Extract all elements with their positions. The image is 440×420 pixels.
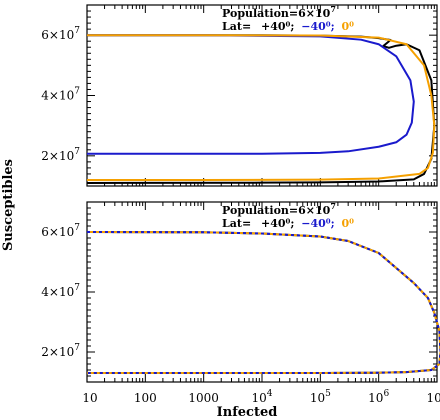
bottom-series-line-1 [86, 231, 440, 374]
top-panel-series [86, 34, 436, 184]
bottom-xtick-label: 10 [82, 391, 97, 405]
bottom-panel-ytick-labels: 2×107 4×107 6×107 [41, 223, 80, 359]
bottom-panel-series [86, 231, 440, 374]
bottom-ytick-label: 6×107 [41, 223, 80, 239]
bottom-ytick-label: 4×107 [41, 283, 80, 299]
bottom-panel: 2×107 4×107 6×107 10 100 1000 104 105 106 107 Po… [41, 201, 440, 405]
bottom-xtick-label: 100 [134, 391, 157, 405]
top-panel-ytick-labels: 2×107 4×107 6×107 [41, 26, 80, 163]
bottom-panel-annotation: Population=6×107 Lat= +40⁰; −40⁰; 0⁰ [222, 201, 354, 230]
bottom-xtick-label: 107 [426, 389, 440, 405]
bottom-ytick-label: 2×107 [41, 343, 80, 359]
bottom-xtick-label: 105 [310, 389, 331, 405]
top-panel-annotation: Population=6×107 Lat= +40⁰; −40⁰; 0⁰ [222, 4, 354, 33]
bottom-lat-text: Lat= +40⁰; −40⁰; 0⁰ [222, 217, 354, 230]
bottom-xtick-label: 106 [368, 389, 389, 405]
top-series-line-2 [86, 34, 436, 181]
x-axis-label: Infected [217, 405, 278, 420]
bottom-xtick-label: 104 [251, 389, 272, 405]
y-axis-label: Susceptibles [1, 159, 16, 251]
top-series-line-1 [86, 34, 415, 155]
top-ytick-label: 2×107 [41, 147, 80, 163]
top-series-line-0 [86, 34, 436, 184]
top-population-text: Population=6×107 [222, 4, 336, 20]
bottom-population-text: Population=6×107 [222, 201, 336, 217]
top-panel: 2×107 4×107 6×107 Population=6×107 Lat= +4… [41, 4, 438, 187]
bottom-series-line-0 [86, 231, 440, 374]
bottom-panel-xtick-labels: 10 100 1000 104 105 106 107 [82, 389, 440, 405]
top-lat-text: Lat= +40⁰; −40⁰; 0⁰ [222, 20, 354, 33]
top-panel-grid-ticks [86, 4, 438, 187]
top-ytick-label: 4×107 [41, 87, 80, 103]
bottom-series-line-2 [86, 231, 440, 374]
top-ytick-label: 6×107 [41, 26, 80, 42]
bottom-xtick-label: 1000 [188, 391, 219, 405]
